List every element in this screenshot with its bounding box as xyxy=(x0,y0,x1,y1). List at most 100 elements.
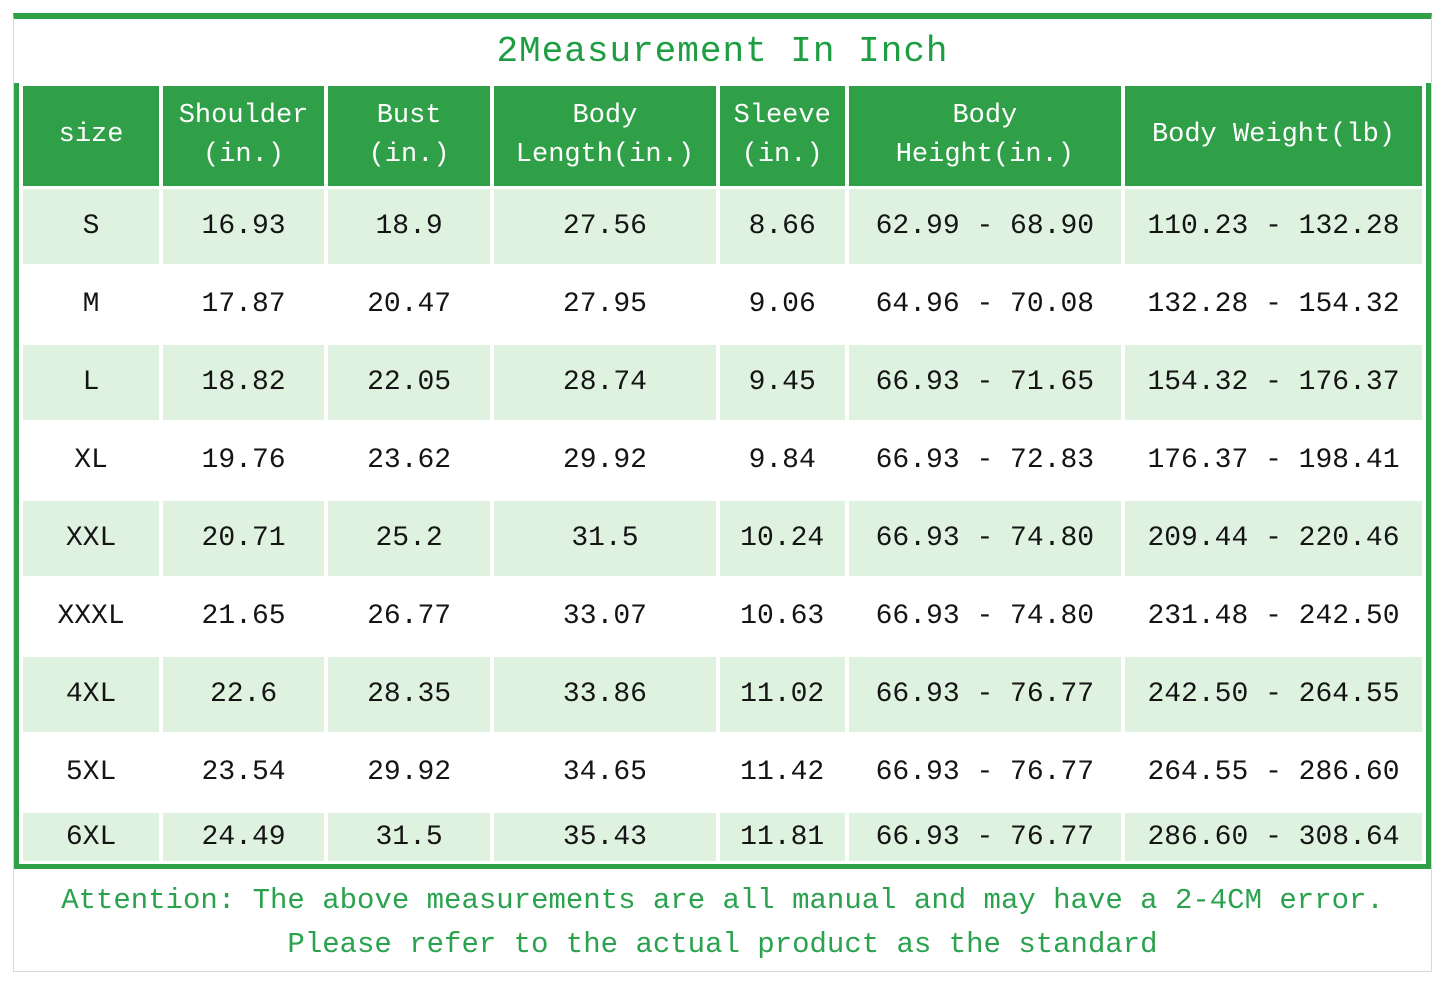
table-cell: 62.99 - 68.90 xyxy=(848,189,1121,264)
table-cell: 34.65 xyxy=(494,735,716,810)
table-cell: 17.87 xyxy=(163,267,324,342)
table-cell: 29.92 xyxy=(327,735,491,810)
table-cell: 66.93 - 76.77 xyxy=(848,735,1121,810)
size-table-body: S 16.93 18.9 27.56 8.66 62.99 - 68.90 110.23 -… xyxy=(23,189,1422,861)
size-cell: XXL xyxy=(23,501,160,576)
column-header-label: Bust xyxy=(376,100,442,131)
table-row: M 17.87 20.47 27.95 9.06 64.96 - 70.08 132.28 … xyxy=(23,267,1422,342)
column-header-label: Shoulder xyxy=(178,100,309,131)
column-header-label: (in.) xyxy=(741,140,823,170)
table-cell: 209.44 - 220.46 xyxy=(1124,501,1422,576)
table-cell: 29.92 xyxy=(494,423,716,498)
table-cell: 64.96 - 70.08 xyxy=(848,267,1121,342)
table-cell: 8.66 xyxy=(719,189,845,264)
table-row: XXL 20.71 25.2 31.5 10.24 66.93 - 74.80 209.44… xyxy=(23,501,1422,576)
table-row: 5XL 23.54 29.92 34.65 11.42 66.93 - 76.77 264.… xyxy=(23,735,1422,810)
column-header-size: size xyxy=(23,86,160,186)
table-cell: 66.93 - 74.80 xyxy=(848,501,1121,576)
table-row: 4XL 22.6 28.35 33.86 11.02 66.93 - 76.77 242.5… xyxy=(23,657,1422,732)
table-cell: 176.37 - 198.41 xyxy=(1124,423,1422,498)
attention-note: Attention: The above measurements are al… xyxy=(14,869,1431,967)
size-table: size Shoulder (in.) Bust (in.) Body Leng… xyxy=(19,83,1426,864)
table-cell: 25.2 xyxy=(327,501,491,576)
table-cell: 27.95 xyxy=(494,267,716,342)
column-header-body-height: Body Height(in.) xyxy=(848,86,1121,186)
size-cell: 4XL xyxy=(23,657,160,732)
table-cell: 10.63 xyxy=(719,579,845,654)
table-cell: 31.5 xyxy=(494,501,716,576)
table-cell: 66.93 - 76.77 xyxy=(848,657,1121,732)
column-header-label: Length(in.) xyxy=(515,140,695,170)
column-header-label: size xyxy=(58,120,124,151)
table-cell: 66.93 - 76.77 xyxy=(848,813,1121,861)
table-cell: 23.62 xyxy=(327,423,491,498)
table-cell: 231.48 - 242.50 xyxy=(1124,579,1422,654)
table-cell: 22.6 xyxy=(163,657,324,732)
table-cell: 11.81 xyxy=(719,813,845,861)
table-cell: 110.23 - 132.28 xyxy=(1124,189,1422,264)
table-cell: 16.93 xyxy=(163,189,324,264)
table-cell: 9.06 xyxy=(719,267,845,342)
column-header-label: Sleeve xyxy=(733,100,831,131)
size-cell: XXXL xyxy=(23,579,160,654)
title-band: 2Measurement In Inch xyxy=(14,19,1431,83)
table-cell: 33.07 xyxy=(494,579,716,654)
size-chart-card: 2Measurement In Inch size Shoulder (in.) xyxy=(13,13,1432,972)
table-cell: 33.86 xyxy=(494,657,716,732)
attention-line-2: Please refer to the actual product as th… xyxy=(287,928,1158,961)
table-cell: 66.93 - 72.83 xyxy=(848,423,1121,498)
column-header-label: (in.) xyxy=(368,140,450,170)
table-row: XL 19.76 23.62 29.92 9.84 66.93 - 72.83 176.37… xyxy=(23,423,1422,498)
table-cell: 21.65 xyxy=(163,579,324,654)
size-cell: XL xyxy=(23,423,160,498)
size-table-border: size Shoulder (in.) Bust (in.) Body Leng… xyxy=(14,83,1431,869)
size-cell: 6XL xyxy=(23,813,160,861)
table-cell: 11.42 xyxy=(719,735,845,810)
table-cell: 9.84 xyxy=(719,423,845,498)
table-cell: 28.35 xyxy=(327,657,491,732)
table-cell: 264.55 - 286.60 xyxy=(1124,735,1422,810)
size-table-header: size Shoulder (in.) Bust (in.) Body Leng… xyxy=(23,86,1422,186)
table-cell: 24.49 xyxy=(163,813,324,861)
column-header-label: Body Weight(lb) xyxy=(1151,120,1395,151)
table-cell: 28.74 xyxy=(494,345,716,420)
column-header-label: Height(in.) xyxy=(895,140,1074,170)
table-cell: 286.60 - 308.64 xyxy=(1124,813,1422,861)
column-header-body-weight: Body Weight(lb) xyxy=(1124,86,1422,186)
table-cell: 154.32 - 176.37 xyxy=(1124,345,1422,420)
column-header-bust: Bust (in.) xyxy=(327,86,491,186)
table-cell: 66.93 - 74.80 xyxy=(848,579,1121,654)
column-header-label: Body xyxy=(952,100,1018,131)
table-row: 6XL 24.49 31.5 35.43 11.81 66.93 - 76.77 286.6… xyxy=(23,813,1422,861)
table-cell: 27.56 xyxy=(494,189,716,264)
table-cell: 26.77 xyxy=(327,579,491,654)
table-cell: 11.02 xyxy=(719,657,845,732)
column-header-sleeve: Sleeve (in.) xyxy=(719,86,845,186)
table-cell: 35.43 xyxy=(494,813,716,861)
size-cell: M xyxy=(23,267,160,342)
table-cell: 23.54 xyxy=(163,735,324,810)
table-row: L 18.82 22.05 28.74 9.45 66.93 - 71.65 154.32 … xyxy=(23,345,1422,420)
attention-line-1: Attention: The above measurements are al… xyxy=(61,884,1384,917)
column-header-label: (in.) xyxy=(203,140,285,170)
size-cell: S xyxy=(23,189,160,264)
column-header-body-length: Body Length(in.) xyxy=(494,86,716,186)
table-cell: 18.82 xyxy=(163,345,324,420)
page-title: 2Measurement In Inch xyxy=(496,30,949,72)
column-header-shoulder: Shoulder (in.) xyxy=(163,86,324,186)
table-cell: 18.9 xyxy=(327,189,491,264)
table-row: S 16.93 18.9 27.56 8.66 62.99 - 68.90 110.23 -… xyxy=(23,189,1422,264)
table-cell: 19.76 xyxy=(163,423,324,498)
header-row: size Shoulder (in.) Bust (in.) Body Leng… xyxy=(23,86,1422,186)
size-cell: L xyxy=(23,345,160,420)
table-row: XXXL 21.65 26.77 33.07 10.63 66.93 - 74.80 231… xyxy=(23,579,1422,654)
table-cell: 132.28 - 154.32 xyxy=(1124,267,1422,342)
table-cell: 22.05 xyxy=(327,345,491,420)
table-cell: 10.24 xyxy=(719,501,845,576)
table-cell: 242.50 - 264.55 xyxy=(1124,657,1422,732)
table-cell: 20.71 xyxy=(163,501,324,576)
size-cell: 5XL xyxy=(23,735,160,810)
table-cell: 20.47 xyxy=(327,267,491,342)
table-cell: 9.45 xyxy=(719,345,845,420)
table-cell: 31.5 xyxy=(327,813,491,861)
